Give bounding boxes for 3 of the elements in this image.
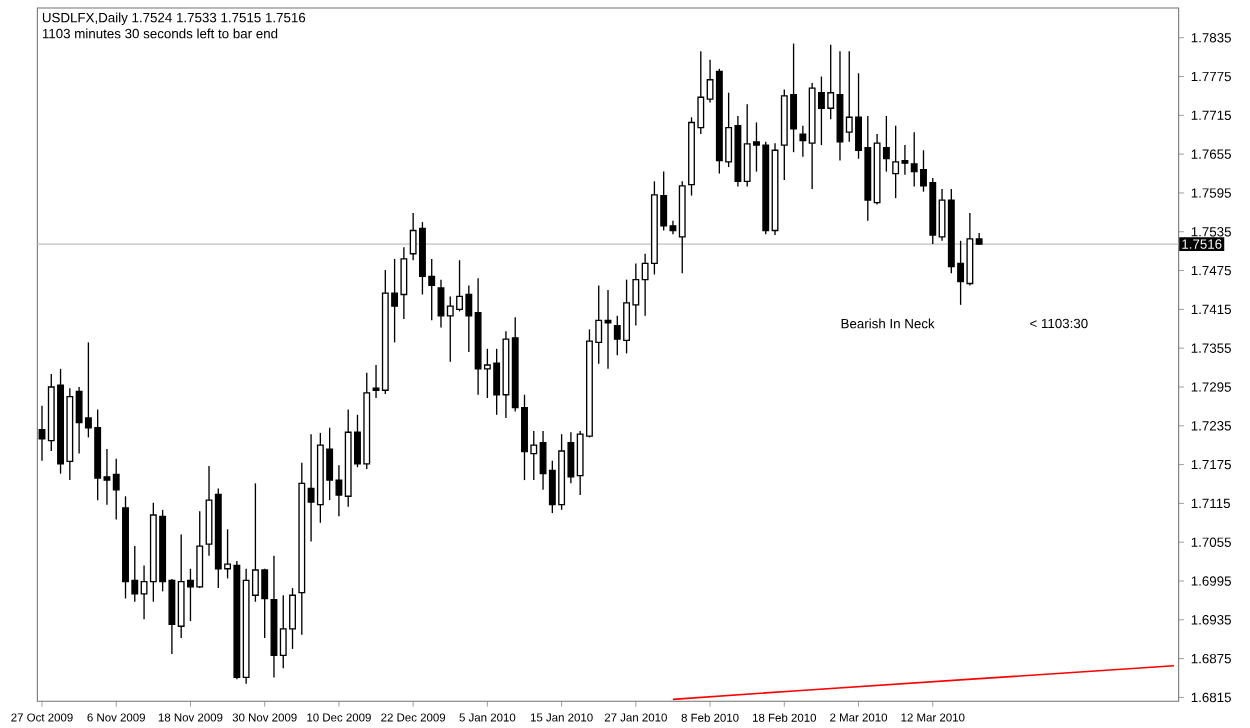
- candlestick: [112, 458, 120, 521]
- candlestick: [892, 125, 900, 199]
- line-series: [672, 664, 1175, 701]
